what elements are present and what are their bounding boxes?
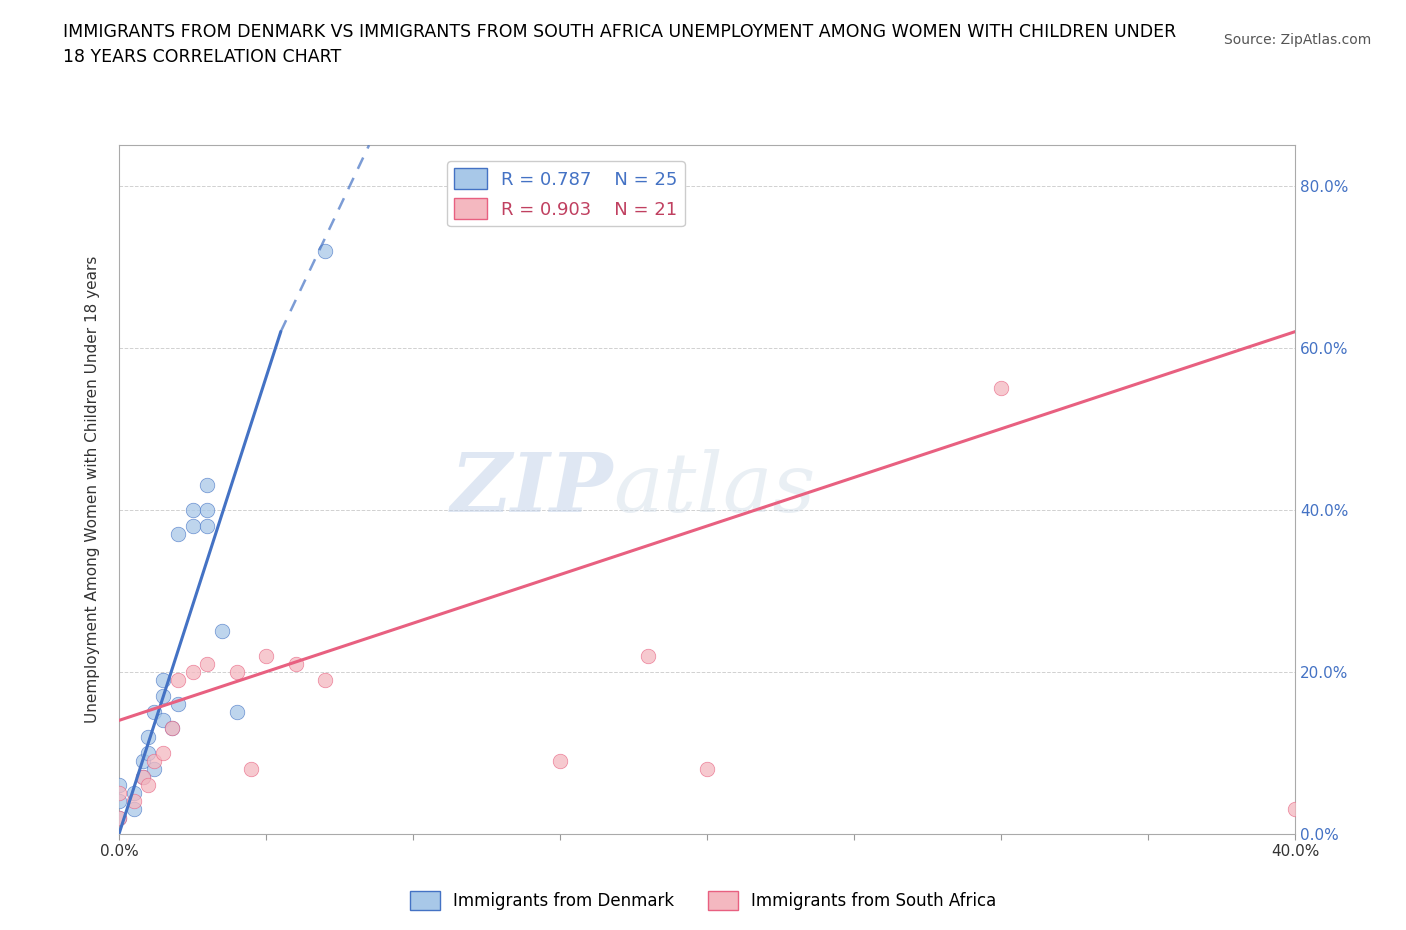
Point	[314, 243, 336, 258]
Point	[131, 753, 153, 768]
Point	[143, 762, 166, 777]
Text: IMMIGRANTS FROM DENMARK VS IMMIGRANTS FROM SOUTH AFRICA UNEMPLOYMENT AMONG WOMEN: IMMIGRANTS FROM DENMARK VS IMMIGRANTS FR…	[63, 23, 1177, 66]
Point	[240, 762, 263, 777]
Point	[696, 762, 718, 777]
Point	[254, 648, 277, 663]
Point	[548, 753, 571, 768]
Point	[314, 672, 336, 687]
Point	[108, 786, 131, 801]
Point	[152, 672, 174, 687]
Legend: Immigrants from Denmark, Immigrants from South Africa: Immigrants from Denmark, Immigrants from…	[404, 884, 1002, 917]
Point	[152, 713, 174, 728]
Point	[211, 624, 233, 639]
Point	[122, 786, 145, 801]
Point	[284, 657, 307, 671]
Point	[637, 648, 659, 663]
Point	[990, 380, 1012, 395]
Point	[108, 810, 131, 825]
Point	[143, 753, 166, 768]
Point	[108, 794, 131, 809]
Point	[167, 672, 190, 687]
Point	[195, 502, 218, 517]
Point	[108, 777, 131, 792]
Point	[122, 802, 145, 817]
Point	[143, 705, 166, 720]
Point	[131, 770, 153, 785]
Y-axis label: Unemployment Among Women with Children Under 18 years: Unemployment Among Women with Children U…	[86, 256, 100, 724]
Point	[167, 697, 190, 711]
Point	[195, 519, 218, 534]
Point	[138, 777, 160, 792]
Text: Source: ZipAtlas.com: Source: ZipAtlas.com	[1223, 33, 1371, 46]
Text: ZIP: ZIP	[450, 449, 613, 529]
Point	[1284, 802, 1306, 817]
Point	[225, 664, 247, 679]
Text: atlas: atlas	[613, 449, 815, 529]
Point	[152, 745, 174, 760]
Point	[181, 519, 204, 534]
Point	[160, 721, 183, 736]
Point	[131, 770, 153, 785]
Point	[181, 664, 204, 679]
Point	[195, 657, 218, 671]
Legend: R = 0.787    N = 25, R = 0.903    N = 21: R = 0.787 N = 25, R = 0.903 N = 21	[447, 161, 685, 226]
Point	[195, 478, 218, 493]
Point	[138, 745, 160, 760]
Point	[225, 705, 247, 720]
Point	[108, 810, 131, 825]
Point	[122, 794, 145, 809]
Point	[167, 526, 190, 541]
Point	[138, 729, 160, 744]
Point	[160, 721, 183, 736]
Point	[152, 688, 174, 703]
Point	[181, 502, 204, 517]
